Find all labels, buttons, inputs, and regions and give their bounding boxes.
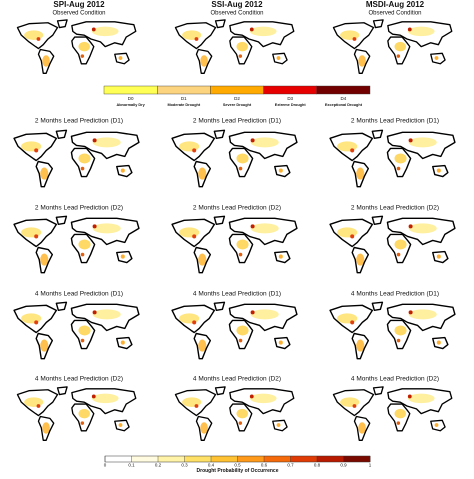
colorbar-tick-label: 1: [369, 463, 372, 468]
legend-code: D2: [234, 96, 240, 101]
world-map: [171, 301, 298, 360]
colorbar-segment: [343, 456, 371, 462]
world-map: [174, 386, 295, 442]
panel-title: 2 Months Lead Prediction (D2): [193, 205, 281, 212]
colorbar-segment: [211, 456, 238, 462]
panel-title: 4 Months Lead Prediction (D1): [35, 291, 123, 298]
colorbar-tick-label: 0.7: [287, 463, 294, 468]
colorbar-segment: [290, 456, 318, 462]
world-map: [332, 19, 453, 75]
column-title: SPI-Aug 2012: [53, 0, 105, 9]
colorbar-tick-label: 0.6: [261, 463, 268, 468]
colorbar-tick-label: 0.3: [181, 463, 188, 468]
world-map: [13, 215, 140, 274]
colorbar-segment: [105, 456, 132, 462]
legend-code: D3: [287, 96, 293, 101]
colorbar-tick-label: 0: [104, 463, 107, 468]
legend-label: Extreme Drought: [275, 103, 307, 107]
world-map: [171, 129, 298, 188]
world-map: [13, 129, 140, 188]
colorbar-segment: [184, 456, 212, 462]
legend-label: Moderate Drought: [167, 103, 200, 107]
legend-swatch: [210, 85, 264, 95]
world-map: [329, 301, 456, 360]
world-map: [13, 301, 140, 360]
colorbar-tick-label: 0.9: [340, 463, 347, 468]
world-map: [329, 215, 456, 274]
legend-code: D0: [128, 96, 134, 101]
colorbar-tick-label: 0.2: [155, 463, 162, 468]
world-map: [174, 19, 295, 75]
colorbar-segment: [158, 456, 185, 462]
legend-label: Severe Drought: [223, 103, 252, 107]
panel-title: 4 Months Lead Prediction (D2): [351, 376, 439, 383]
colorbar-tick-label: 0.1: [128, 463, 135, 468]
column-title: MSDI-Aug 2012: [366, 0, 425, 9]
world-map: [329, 129, 456, 188]
legend-label: Abnormally Dry: [116, 103, 145, 107]
panel-subtitle: Observed Condition: [52, 11, 105, 17]
panel-title: 4 Months Lead Prediction (D1): [193, 291, 281, 298]
colorbar-segment: [131, 456, 159, 462]
colorbar-tick-label: 0.8: [314, 463, 321, 468]
legend-code: D4: [341, 96, 347, 101]
panel-title: 4 Months Lead Prediction (D2): [193, 376, 281, 383]
colorbar-tick-label: 0.5: [234, 463, 241, 468]
legend-swatch: [156, 85, 211, 95]
legend-swatch: [316, 85, 371, 95]
colorbar-segment: [237, 456, 265, 462]
colorbar-label: Drought Probability of Occurrence: [197, 468, 279, 474]
legend-swatch: [103, 85, 158, 95]
panel-subtitle: Observed Condition: [368, 11, 421, 17]
panel-title: 4 Months Lead Prediction (D1): [351, 291, 439, 298]
world-map: [332, 386, 453, 442]
column-title: SSI-Aug 2012: [211, 0, 263, 9]
panel-title: 2 Months Lead Prediction (D2): [35, 205, 123, 212]
panel-title: 2 Months Lead Prediction (D1): [193, 118, 281, 125]
legend-label: Exceptional Drought: [325, 103, 363, 107]
panel-title: 2 Months Lead Prediction (D2): [351, 205, 439, 212]
panel-subtitle: Observed Condition: [210, 11, 263, 17]
colorbar-segment: [264, 456, 291, 462]
legend-code: D1: [181, 96, 187, 101]
world-map: [16, 19, 137, 75]
colorbar-tick-label: 0.4: [208, 463, 215, 468]
panel-title: 4 Months Lead Prediction (D2): [35, 376, 123, 383]
panel-title: 2 Months Lead Prediction (D1): [351, 118, 439, 125]
colorbar-segment: [317, 456, 344, 462]
panel-title: 2 Months Lead Prediction (D1): [35, 118, 123, 125]
world-map: [171, 215, 298, 274]
legend-swatch: [263, 85, 318, 95]
world-map: [16, 386, 137, 442]
